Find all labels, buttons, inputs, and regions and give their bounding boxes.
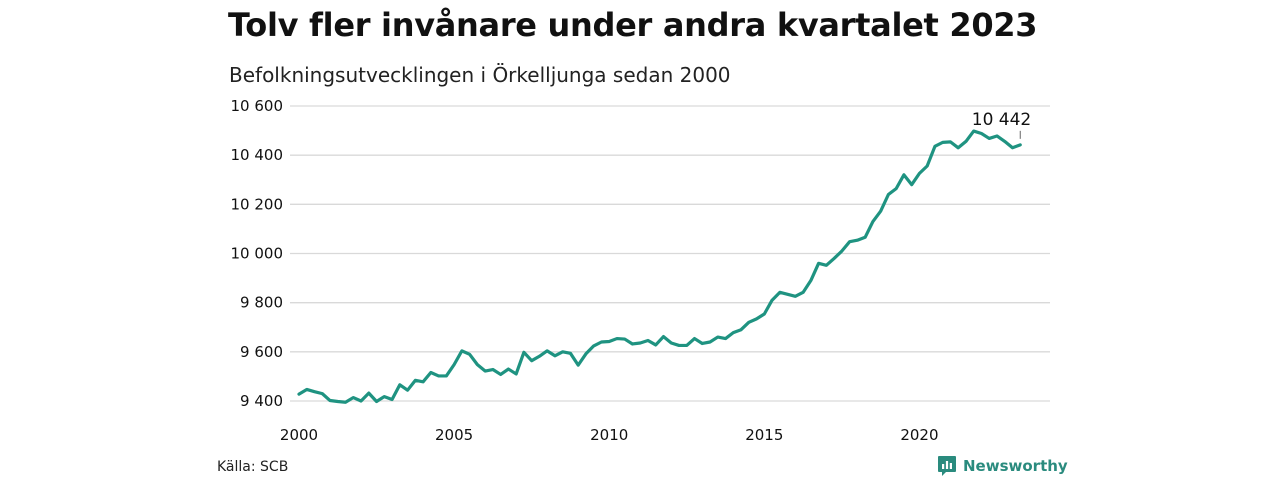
chart-title: Tolv fler invånare under andra kvartalet… xyxy=(228,6,1038,44)
x-axis-ticks: 2000 2005 2010 2015 2020 xyxy=(280,426,939,444)
newsworthy-logo-icon xyxy=(938,456,956,476)
brand-name: Newsworthy xyxy=(963,457,1068,475)
y-tick-label-3: 10 000 xyxy=(231,245,284,263)
y-axis-ticks: 9 400 9 600 9 800 10 000 10 200 10 400 10 600 xyxy=(231,97,284,410)
chart-subtitle: Befolkningsutvecklingen i Örkelljunga se… xyxy=(229,63,731,87)
series-layer xyxy=(297,129,1022,404)
source-note: Källa: SCB xyxy=(217,459,289,475)
annotation-label: 10 442 xyxy=(972,110,1031,130)
x-tick-label-4: 2020 xyxy=(900,426,938,444)
x-tick-label-2: 2010 xyxy=(590,426,628,444)
brand-logo[interactable]: Newsworthy xyxy=(937,455,1068,477)
annotation-layer: 10 442 xyxy=(972,110,1031,139)
x-tick-label-1: 2005 xyxy=(435,426,473,444)
y-tick-label-4: 10 200 xyxy=(231,195,284,213)
y-tick-label-0: 9 400 xyxy=(240,392,283,410)
x-tick-label-3: 2015 xyxy=(745,426,783,444)
y-tick-label-2: 9 800 xyxy=(240,294,283,312)
y-tick-label-1: 9 600 xyxy=(240,343,283,361)
y-tick-label-6: 10 600 xyxy=(231,97,284,115)
series-line-0 xyxy=(297,129,1022,404)
y-tick-label-5: 10 400 xyxy=(231,146,284,164)
grid-lines xyxy=(290,105,1050,402)
x-tick-label-0: 2000 xyxy=(280,426,318,444)
